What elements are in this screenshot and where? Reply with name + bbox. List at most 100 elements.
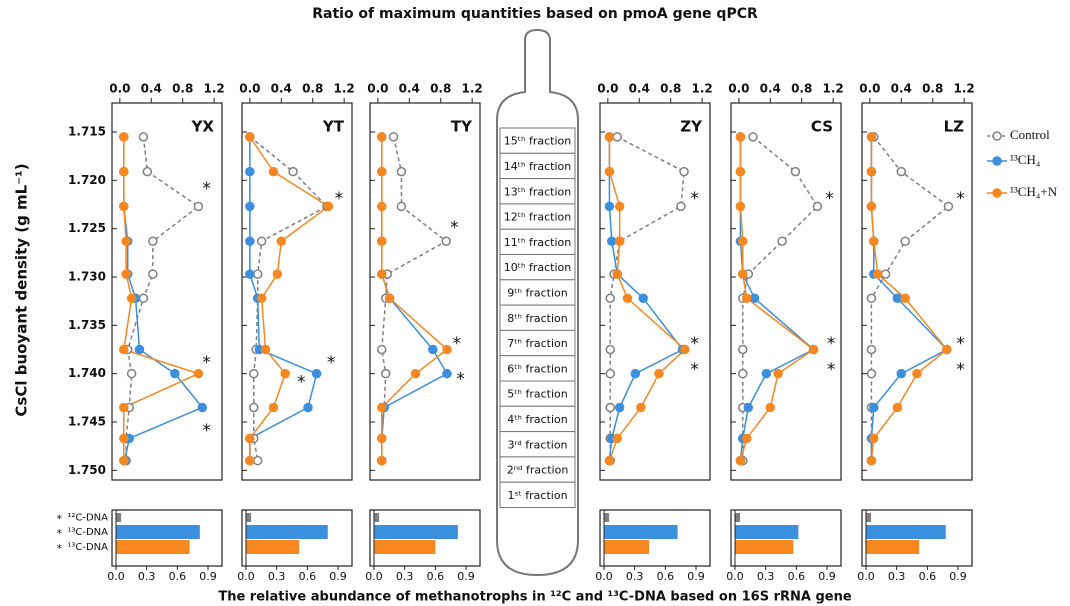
- data-point: [631, 370, 639, 378]
- data-point: [139, 133, 147, 141]
- data-point: [897, 370, 905, 378]
- significance-mark: *: [453, 334, 462, 354]
- figure: Ratio of maximum quantities based on pmo…: [0, 0, 1070, 606]
- data-point: [246, 434, 254, 442]
- x-tick-label: 0.8: [302, 82, 323, 96]
- data-point: [378, 237, 386, 245]
- data-point: [246, 457, 254, 465]
- bar-x-tick-label: 0.0: [365, 570, 383, 583]
- x-tick-label: 1.2: [954, 82, 975, 96]
- data-point: [442, 237, 450, 245]
- data-point: [443, 346, 451, 354]
- bar-x-tick-label: 0.0: [237, 570, 255, 583]
- data-point: [736, 457, 744, 465]
- data-point: [378, 133, 386, 141]
- data-point: [254, 457, 262, 465]
- y-tick-label: 1.730: [68, 270, 106, 284]
- panel-title: LZ: [944, 118, 965, 136]
- bar-x-tick-label: 0.6: [788, 570, 806, 583]
- data-point: [766, 404, 774, 412]
- y-tick-label: 1.725: [68, 221, 106, 235]
- data-point: [382, 370, 390, 378]
- x-tick-label: 1.2: [334, 82, 355, 96]
- bar: [246, 525, 328, 539]
- significance-mark: *: [690, 360, 699, 380]
- figure-title: Ratio of maximum quantities based on pmo…: [312, 6, 758, 22]
- significance-mark: *: [827, 360, 836, 380]
- data-point: [378, 434, 386, 442]
- data-point: [606, 346, 614, 354]
- data-point: [289, 168, 297, 176]
- bar-x-tick-label: 0.9: [329, 570, 347, 583]
- data-point: [743, 434, 751, 442]
- bar-x-tick-label: 0.9: [457, 570, 475, 583]
- data-point: [128, 370, 136, 378]
- fraction-label: 15ᵗʰ fraction: [504, 135, 571, 148]
- significance-mark: *: [690, 189, 699, 209]
- data-point: [281, 370, 289, 378]
- bar: [604, 513, 609, 522]
- significance-mark: *: [202, 421, 211, 441]
- bar-category-mark: *: [57, 513, 63, 526]
- legend-label: ¹³CH₄: [1010, 152, 1041, 167]
- legend-marker: [993, 189, 1001, 197]
- data-point: [378, 202, 386, 210]
- data-point: [616, 237, 624, 245]
- data-point: [637, 404, 645, 412]
- x-tick-label: 0.8: [791, 82, 812, 96]
- data-point: [870, 237, 878, 245]
- data-point: [605, 168, 613, 176]
- significance-mark: *: [202, 179, 211, 199]
- bar: [604, 525, 678, 539]
- fraction-label: 11ᵗʰ fraction: [504, 236, 571, 249]
- bar-x-tick-label: 0.3: [888, 570, 906, 583]
- data-point: [616, 202, 624, 210]
- panel-title: YX: [191, 118, 215, 136]
- data-point: [874, 270, 882, 278]
- x-tick-label: 1.2: [462, 82, 483, 96]
- bar: [735, 525, 798, 539]
- significance-mark: *: [956, 189, 965, 209]
- x-tick-label: 0.8: [172, 82, 193, 96]
- legend-marker: [993, 157, 1001, 165]
- data-point: [867, 168, 875, 176]
- data-point: [813, 202, 821, 210]
- x-tick-label: 0.8: [660, 82, 681, 96]
- data-point: [386, 294, 394, 302]
- bar-x-tick-label: 0.6: [919, 570, 937, 583]
- panel-title: TY: [451, 118, 473, 136]
- data-point: [605, 457, 613, 465]
- data-point: [655, 370, 663, 378]
- bar: [374, 540, 435, 554]
- fraction-label: 7ᵗʰ fraction: [507, 337, 567, 350]
- data-point: [171, 370, 179, 378]
- x-tick-label: 1.2: [692, 82, 713, 96]
- data-point: [246, 133, 254, 141]
- data-point: [901, 294, 909, 302]
- data-point: [149, 237, 157, 245]
- data-point: [397, 168, 405, 176]
- fraction-label: 9ᵗʰ fraction: [507, 286, 567, 299]
- data-point: [739, 237, 747, 245]
- bar: [246, 540, 299, 554]
- x-tick-label: 1.2: [204, 82, 225, 96]
- x-tick-label: 0.4: [271, 82, 292, 96]
- data-point: [194, 202, 202, 210]
- data-point: [870, 434, 878, 442]
- significance-mark: *: [327, 353, 336, 373]
- data-point: [744, 404, 752, 412]
- data-point: [681, 346, 689, 354]
- data-point: [624, 294, 632, 302]
- bar-x-tick-label: 0.3: [138, 570, 156, 583]
- data-point: [867, 370, 875, 378]
- data-point: [273, 270, 281, 278]
- data-point: [736, 168, 744, 176]
- significance-mark: *: [335, 189, 344, 209]
- data-point: [198, 404, 206, 412]
- bar-x-tick-label: 0.6: [427, 570, 445, 583]
- significance-mark: *: [827, 334, 836, 354]
- data-point: [120, 202, 128, 210]
- fraction-label: 4ᵗʰ fraction: [507, 413, 567, 426]
- bar-category-label: ¹²C-DNA: [67, 513, 108, 524]
- bar: [116, 513, 121, 522]
